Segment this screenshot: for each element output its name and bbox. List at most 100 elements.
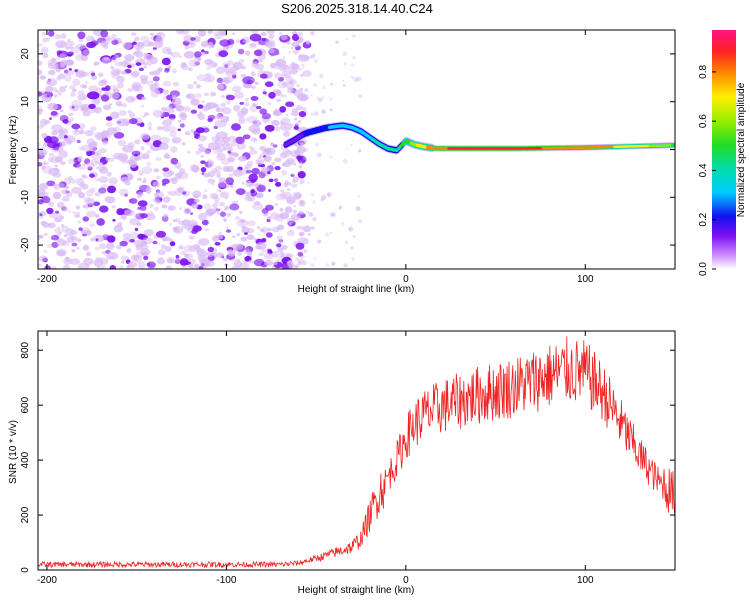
noise-blob xyxy=(297,225,302,230)
noise-blob xyxy=(300,142,304,146)
noise-blob xyxy=(217,83,224,90)
noise-blob xyxy=(188,263,194,269)
noise-blob xyxy=(65,185,69,189)
noise-blob xyxy=(89,150,96,156)
noise-blob xyxy=(254,81,259,85)
noise-blob xyxy=(51,130,58,136)
noise-blob xyxy=(180,64,189,71)
noise-blob xyxy=(205,102,216,110)
noise-blob xyxy=(121,159,129,164)
noise-blob xyxy=(53,94,58,98)
x-tick-label: 100 xyxy=(577,575,594,586)
noise-blob xyxy=(95,214,100,218)
noise-blob xyxy=(248,259,255,264)
noise-blob xyxy=(41,132,48,138)
noise-blob xyxy=(108,177,118,185)
noise-blob xyxy=(294,117,298,121)
noise-blob xyxy=(95,257,103,262)
noise-blob xyxy=(240,219,246,224)
noise-blob xyxy=(194,61,200,66)
noise-blob xyxy=(300,161,303,164)
noise-blob xyxy=(299,179,305,185)
noise-blob xyxy=(233,152,239,157)
noise-blob xyxy=(350,75,354,79)
noise-blob xyxy=(288,66,299,74)
x-tick-label: 100 xyxy=(577,274,594,285)
noise-blob xyxy=(236,258,241,262)
noise-blob xyxy=(250,30,259,34)
noise-blob xyxy=(38,91,43,97)
noise-blob xyxy=(245,50,251,56)
noise-blob xyxy=(86,210,97,218)
noise-blob xyxy=(288,198,292,202)
noise-blob xyxy=(54,164,58,168)
noise-blob xyxy=(205,209,215,217)
noise-blob xyxy=(70,91,76,97)
noise-blob xyxy=(143,229,154,237)
noise-blob xyxy=(179,123,185,128)
noise-blob xyxy=(77,158,82,162)
noise-blob xyxy=(137,177,142,181)
noise-blob xyxy=(197,135,207,142)
colorbar-tick-label: 0.4 xyxy=(698,163,709,177)
noise-blob xyxy=(212,235,219,242)
colorbar-label: Normalized spectral amplitude xyxy=(736,82,747,217)
noise-blob xyxy=(239,101,244,105)
noise-blob xyxy=(136,123,141,126)
noise-blob xyxy=(161,244,166,250)
y-tick-label: 0 xyxy=(20,146,31,152)
noise-blob xyxy=(162,167,170,172)
noise-blob xyxy=(129,155,138,164)
noise-blob xyxy=(263,213,269,217)
noise-blob xyxy=(302,225,312,233)
noise-blob xyxy=(303,249,308,254)
noise-blob xyxy=(53,183,58,187)
noise-blob xyxy=(137,194,142,199)
noise-blob xyxy=(164,69,170,73)
noise-blob xyxy=(114,61,122,67)
noise-blob xyxy=(169,241,176,247)
noise-blob xyxy=(264,124,275,132)
noise-blob xyxy=(43,249,48,254)
noise-blob xyxy=(105,242,115,250)
noise-blob xyxy=(147,211,154,217)
noise-blob xyxy=(159,136,170,144)
noise-blob xyxy=(310,54,315,59)
noise-blob xyxy=(316,152,322,158)
noise-blob xyxy=(157,67,163,72)
noise-blob xyxy=(245,169,252,174)
noise-blob xyxy=(94,152,99,156)
noise-blob xyxy=(213,196,221,202)
noise-blob xyxy=(275,90,282,97)
noise-blob xyxy=(182,106,192,112)
noise-blob xyxy=(270,212,280,220)
noise-blob xyxy=(129,238,135,243)
noise-blob xyxy=(288,81,292,84)
noise-blob xyxy=(167,51,173,56)
noise-blob xyxy=(134,227,139,232)
noise-blob xyxy=(236,232,241,237)
noise-blob xyxy=(188,59,201,67)
noise-blob xyxy=(312,53,316,57)
noise-blob xyxy=(42,53,49,59)
noise-blob xyxy=(82,49,90,57)
noise-blob xyxy=(303,148,309,153)
noise-blob xyxy=(168,222,172,226)
noise-blob xyxy=(148,204,154,208)
noise-blob xyxy=(285,101,295,107)
noise-blob xyxy=(268,33,275,40)
noise-blob xyxy=(100,257,109,265)
noise-blob xyxy=(190,98,200,106)
noise-blob xyxy=(244,255,252,262)
noise-blob xyxy=(54,89,59,93)
noise-blob xyxy=(329,98,332,101)
noise-blob xyxy=(43,233,49,236)
noise-blob xyxy=(221,94,225,99)
noise-blob xyxy=(150,134,162,142)
noise-blob xyxy=(196,74,208,82)
noise-blob xyxy=(134,153,138,157)
noise-blob xyxy=(211,182,215,186)
noise-blob xyxy=(76,220,82,224)
noise-blob xyxy=(249,104,258,112)
noise-blob xyxy=(166,125,177,133)
